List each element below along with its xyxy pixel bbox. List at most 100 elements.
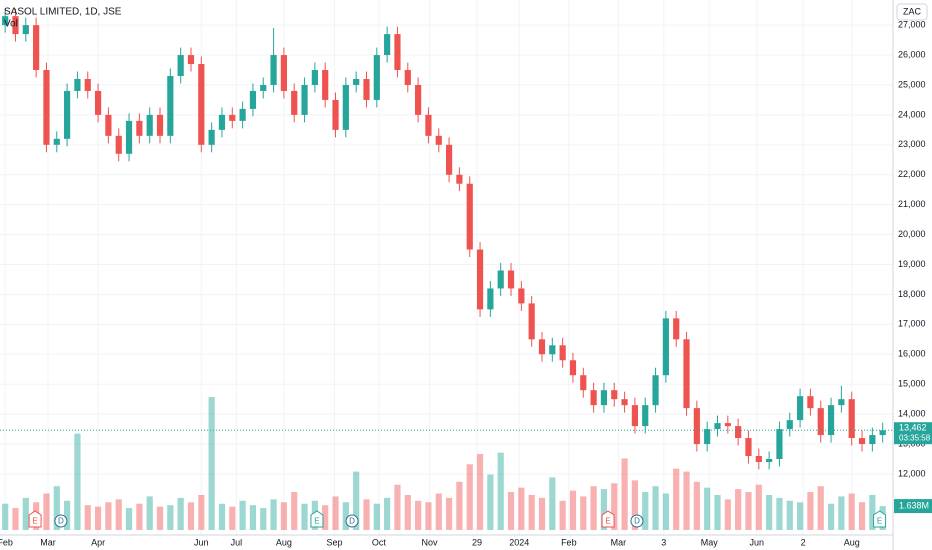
candle-body bbox=[115, 135, 122, 154]
volume-bar bbox=[84, 505, 91, 530]
candle-body bbox=[394, 34, 401, 71]
candle-body bbox=[559, 345, 566, 361]
event-shape bbox=[630, 514, 644, 528]
volume-bar bbox=[497, 452, 504, 530]
x-tick-label: Aug bbox=[844, 537, 860, 547]
last-volume-box bbox=[894, 499, 932, 514]
candle-body bbox=[858, 438, 866, 445]
volume-bar bbox=[373, 503, 380, 530]
y-tick-label: 15,000 bbox=[898, 379, 926, 389]
x-tick-label: Mar bbox=[611, 537, 627, 547]
candle-body bbox=[2, 16, 9, 26]
volume-bar bbox=[642, 492, 649, 530]
candle-body bbox=[353, 78, 360, 85]
volume-bar bbox=[342, 502, 349, 530]
y-tick-label: 23,000 bbox=[898, 139, 926, 149]
candle-body bbox=[507, 270, 515, 289]
y-tick-label: 14,000 bbox=[898, 408, 926, 418]
x-tick-label: 3 bbox=[661, 537, 666, 547]
event-marker[interactable]: D bbox=[630, 514, 644, 528]
event-marker[interactable]: E bbox=[601, 510, 615, 528]
volume-bar bbox=[218, 503, 226, 530]
volume-bar bbox=[776, 497, 783, 530]
event-shape bbox=[601, 510, 615, 528]
candle-body bbox=[435, 135, 442, 145]
candle-body bbox=[456, 174, 463, 184]
volume-bar bbox=[766, 494, 773, 530]
y-tick-label: 27,000 bbox=[898, 20, 926, 30]
volume-bar bbox=[198, 494, 205, 530]
y-tick-label: 17,000 bbox=[898, 319, 926, 329]
volume-bar bbox=[404, 494, 411, 530]
volume-bar bbox=[363, 499, 370, 530]
x-tick-label: 2024 bbox=[509, 537, 529, 547]
candle-body bbox=[94, 90, 102, 115]
event-shape bbox=[54, 514, 68, 528]
volume-bar bbox=[745, 492, 752, 530]
candle-body bbox=[786, 420, 793, 430]
candle-body bbox=[528, 303, 535, 340]
candle-body bbox=[208, 129, 215, 145]
x-tick-label: Nov bbox=[421, 537, 438, 547]
volume-bar bbox=[394, 484, 401, 530]
candle-body bbox=[187, 55, 195, 65]
candle-body bbox=[631, 405, 639, 427]
candle-body bbox=[146, 114, 153, 136]
volume-bar bbox=[559, 500, 566, 530]
candle-body bbox=[229, 114, 236, 121]
candle-body bbox=[342, 84, 349, 130]
candle-body bbox=[64, 90, 71, 139]
candle-body bbox=[301, 84, 308, 115]
volume-bar bbox=[848, 493, 855, 530]
candle-body bbox=[136, 120, 143, 136]
volume-bar bbox=[507, 492, 515, 530]
candle-body bbox=[363, 78, 370, 100]
x-tick-label: Jul bbox=[231, 537, 243, 547]
volume-bar bbox=[796, 502, 804, 530]
event-label: E bbox=[877, 517, 882, 526]
volume-bar bbox=[94, 506, 102, 530]
volume-bar bbox=[445, 497, 453, 530]
event-marker[interactable]: E bbox=[873, 510, 887, 528]
candle-body bbox=[239, 108, 246, 121]
x-tick-label: Apr bbox=[91, 537, 105, 547]
candle-body bbox=[662, 318, 669, 376]
candle-body bbox=[611, 390, 618, 400]
candle-body bbox=[497, 270, 504, 289]
candle-body bbox=[260, 84, 267, 91]
candle-body bbox=[827, 405, 835, 436]
currency-box[interactable] bbox=[896, 3, 928, 21]
candle-body bbox=[642, 405, 649, 427]
volume-bar bbox=[476, 454, 484, 530]
currency: ZAC bbox=[903, 6, 922, 16]
candle-body bbox=[652, 375, 659, 406]
event-label: E bbox=[32, 517, 37, 526]
chart-title: SASOL LIMITED, 1D, JSE bbox=[4, 7, 122, 18]
volume-bar bbox=[714, 494, 721, 530]
event-label: E bbox=[605, 517, 610, 526]
event-label: D bbox=[58, 517, 64, 526]
candle-body bbox=[600, 390, 608, 406]
candle-body bbox=[807, 396, 814, 409]
volume-bar bbox=[817, 486, 824, 530]
candle-body bbox=[105, 114, 112, 136]
candle-body bbox=[848, 399, 855, 439]
volume-bar bbox=[12, 508, 19, 530]
volume-bar bbox=[2, 503, 9, 530]
candle-body bbox=[693, 408, 700, 445]
y-tick-label: 20,000 bbox=[898, 229, 926, 239]
volume-bar bbox=[280, 502, 287, 530]
event-marker[interactable]: D bbox=[54, 514, 68, 528]
event-marker[interactable]: E bbox=[310, 510, 324, 528]
candle-body bbox=[74, 78, 81, 91]
event-marker[interactable]: D bbox=[345, 514, 359, 528]
event-marker[interactable]: E bbox=[28, 510, 42, 528]
volume-bar bbox=[208, 397, 215, 530]
event-shape bbox=[873, 510, 887, 528]
event-shape bbox=[345, 514, 359, 528]
volume-bar bbox=[538, 497, 546, 530]
y-tick-label: 25,000 bbox=[898, 79, 926, 89]
volume-bar bbox=[673, 468, 680, 530]
candle-body bbox=[291, 90, 298, 115]
